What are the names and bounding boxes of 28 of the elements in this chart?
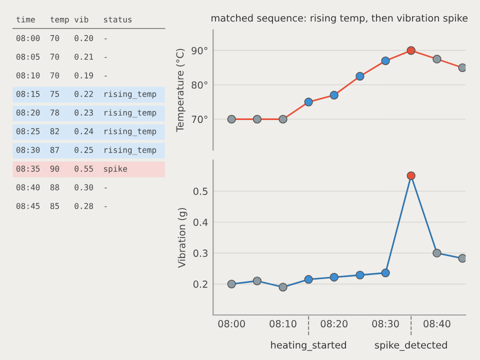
x-tick-label: 08:00 — [218, 320, 245, 328]
text: 08:30 87 0.25 rising_temp — [16, 146, 156, 155]
x-tick-label: 08:20 — [320, 320, 348, 328]
chart-title: matched sequence: rising temp, then vibration spike — [212, 14, 468, 24]
ref-line-label: spike_detected — [374, 341, 447, 351]
ref-line-label: heating_started — [271, 341, 346, 351]
y-tick-label: 80° — [192, 81, 208, 89]
text: 08:00 70 0.20 - — [16, 35, 107, 42]
y-axis-title: Vibration (g) — [178, 208, 188, 268]
text: 08:25 82 0.24 rising_temp — [16, 128, 156, 136]
y-tick-label: 0.2 — [193, 280, 208, 288]
x-tick-label: 08:30 — [372, 320, 399, 328]
text: time temp vib status — [16, 16, 132, 24]
y-axis-title: Temperature (°C) — [176, 48, 186, 132]
x-tick-label: 08:10 — [270, 320, 296, 328]
text: 08:15 75 0.22 rising_temp — [16, 90, 156, 99]
text: 08:40 88 0.30 - — [16, 184, 107, 190]
y-tick-label: 0.5 — [193, 188, 208, 195]
y-tick-label: 70° — [192, 116, 208, 124]
text: 08:45 85 0.28 - — [16, 202, 107, 210]
y-tick-label: 0.3 — [193, 250, 208, 257]
text: 08:20 78 0.23 rising_temp — [16, 109, 156, 118]
y-tick-label: 90° — [192, 46, 208, 54]
text: 08:10 70 0.19 - — [16, 72, 107, 78]
x-tick-label: 08:40 — [424, 320, 450, 328]
y-tick-label: 0.4 — [193, 218, 208, 226]
text: 08:05 70 0.21 - — [16, 54, 107, 60]
text: 08:35 90 0.55 spike — [16, 165, 128, 174]
